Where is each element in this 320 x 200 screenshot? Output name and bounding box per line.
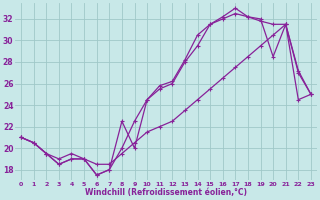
X-axis label: Windchill (Refroidissement éolien,°C): Windchill (Refroidissement éolien,°C) [85,188,247,197]
